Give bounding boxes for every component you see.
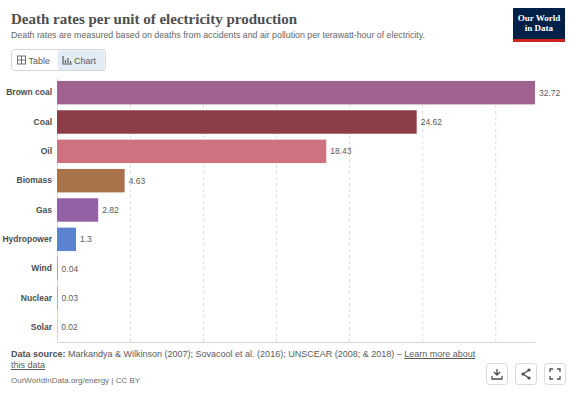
category-label: Coal [34, 117, 52, 127]
logo-text[interactable]: in Data [525, 23, 554, 33]
source-text: Markandya & Wilkinson (2007); Sovacool e… [66, 349, 405, 359]
y-tick: Nuclear [21, 293, 57, 303]
bar[interactable] [57, 257, 58, 280]
x-axis-line [58, 342, 536, 343]
bar[interactable] [57, 81, 535, 104]
button[interactable] [516, 364, 537, 385]
title: Death rates per unit of electricity prod… [11, 11, 298, 27]
button[interactable] [487, 364, 508, 385]
category-label: Solar [31, 322, 53, 332]
tabs[interactable]: Table Chart [12, 50, 106, 71]
y-tick: Wind [31, 263, 57, 273]
data-label: 0.03 [61, 293, 78, 303]
logo-box[interactable] [513, 8, 565, 42]
bar[interactable] [57, 198, 98, 221]
tab-label[interactable]: Table [29, 56, 51, 66]
button[interactable] [545, 364, 566, 385]
x-axis [58, 78, 536, 343]
button-icon[interactable] [492, 369, 502, 379]
category-label: Hydropower [2, 234, 52, 244]
page: {"chart_data": {"type": "bar", "orientat… [0, 0, 570, 393]
tab-label[interactable]: Chart [74, 56, 97, 66]
tabs-frame [12, 50, 106, 71]
tab-icon[interactable] [18, 56, 26, 64]
y-tick: Oil [41, 146, 57, 156]
logo[interactable]: Our Worldin Data [513, 8, 565, 42]
logo-text[interactable]: Our World [518, 13, 560, 23]
tab-icon[interactable] [18, 56, 26, 64]
category-label: Oil [41, 146, 52, 156]
button-box[interactable] [545, 364, 566, 385]
y-axis: Brown coal Coal Oil Biomass Gas Hydropower Win… [2, 79, 57, 343]
buttons[interactable] [487, 364, 566, 385]
button-box[interactable] [487, 364, 508, 385]
tab-selected-bg[interactable] [58, 51, 105, 71]
button-icon[interactable] [521, 372, 524, 375]
y-tick: Solar [31, 322, 57, 332]
category-label: Gas [36, 205, 52, 215]
tab[interactable]: Table [18, 56, 51, 66]
y-tick: Brown coal [6, 87, 57, 97]
y-tick: Biomass [17, 175, 57, 185]
button-icon[interactable] [550, 369, 560, 379]
y-tick: Hydropower [2, 234, 57, 244]
grid-line [495, 78, 496, 342]
source: Data source: Markandya & Wilkinson (2007… [11, 349, 477, 371]
data-label: 2.82 [102, 205, 119, 215]
button-icon[interactable] [527, 376, 530, 379]
data-labels: 32.72 24.62 18.43 4.63 2.82 1.3 0.04 0.03 0.02 [61, 88, 560, 333]
bar[interactable] [57, 228, 76, 251]
bar[interactable] [57, 110, 417, 133]
footer: Data source: Markandya & Wilkinson (2007… [11, 349, 477, 386]
subtitle: Death rates are measured based on deaths… [11, 30, 425, 40]
category-label: Wind [31, 263, 52, 273]
data-label: 4.63 [129, 176, 146, 186]
category-label: Brown coal [6, 87, 52, 97]
data-label: 1.3 [80, 234, 92, 244]
button-box[interactable] [516, 364, 537, 385]
logo-strip[interactable] [513, 39, 565, 42]
credit[interactable]: OurWorldInData.org/energy | CC BY [11, 375, 477, 386]
source-label: Data source: [11, 349, 66, 359]
x-tick [495, 78, 496, 342]
y-tick: Coal [34, 117, 57, 127]
bar[interactable] [57, 140, 326, 163]
bar[interactable] [57, 286, 58, 309]
data-label: 0.02 [61, 322, 78, 332]
tab[interactable]: Chart [58, 51, 105, 71]
tab-icon[interactable] [63, 56, 72, 64]
category-label: Biomass [17, 175, 53, 185]
bar[interactable] [57, 169, 125, 192]
button-icon[interactable] [527, 368, 530, 371]
data-label: 0.04 [62, 264, 79, 274]
data-label: 32.72 [539, 88, 561, 98]
data-label: 18.43 [330, 146, 352, 156]
bar[interactable] [57, 316, 58, 339]
y-tick: Gas [36, 205, 57, 215]
data-label: 24.62 [421, 117, 443, 127]
category-label: Nuclear [21, 293, 53, 303]
bars [57, 81, 535, 339]
chart-svg: Death rates per unit of electricity prod… [0, 0, 570, 393]
